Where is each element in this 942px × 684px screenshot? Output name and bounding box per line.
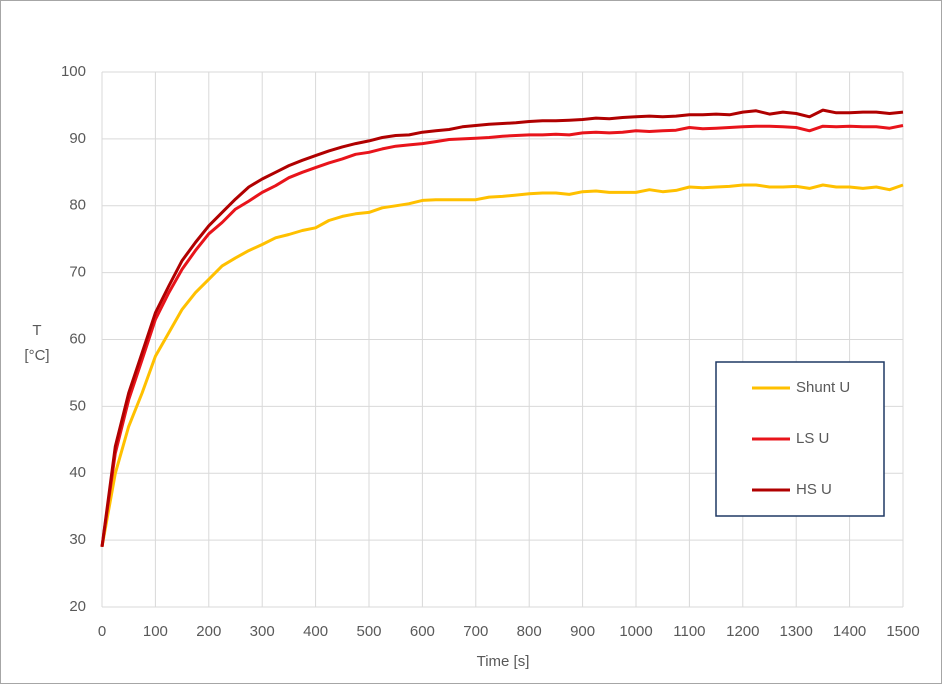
y-tick-label: 70 [69, 264, 86, 281]
legend-label: LS U [796, 430, 829, 447]
y-axis-label: T [32, 322, 41, 339]
series-line [100, 124, 904, 548]
x-tick-label: 0 [98, 623, 106, 640]
y-tick-label: 80 [69, 197, 86, 214]
x-tick-label: 1500 [886, 623, 919, 640]
x-tick-label: 1000 [619, 623, 652, 640]
x-tick-label: 1200 [726, 623, 759, 640]
x-tick-label: 1400 [833, 623, 866, 640]
x-tick-label: 800 [517, 623, 542, 640]
x-tick-label: 600 [410, 623, 435, 640]
x-axis-label: Time [s] [477, 653, 530, 670]
y-tick-label: 60 [69, 330, 86, 347]
y-tick-label: 100 [61, 63, 86, 80]
legend-label: HS U [796, 481, 832, 498]
y-tick-label: 40 [69, 464, 86, 481]
legend-label: Shunt U [796, 379, 850, 396]
x-tick-label: 200 [196, 623, 221, 640]
x-tick-label: 1300 [780, 623, 813, 640]
x-tick-label: 100 [143, 623, 168, 640]
y-axis-label: [°C] [24, 347, 49, 364]
x-tick-label: 300 [250, 623, 275, 640]
x-tick-label: 900 [570, 623, 595, 640]
y-tick-label: 50 [69, 397, 86, 414]
y-tick-label: 20 [69, 598, 86, 615]
y-tick-label: 90 [69, 130, 86, 147]
series-line [100, 183, 904, 548]
x-tick-label: 500 [356, 623, 381, 640]
legend-box [715, 361, 885, 517]
x-tick-label: 1100 [673, 623, 705, 640]
x-tick-label: 400 [303, 623, 328, 640]
y-tick-label: 30 [69, 531, 86, 548]
series-line [100, 108, 904, 547]
x-tick-label: 700 [463, 623, 488, 640]
